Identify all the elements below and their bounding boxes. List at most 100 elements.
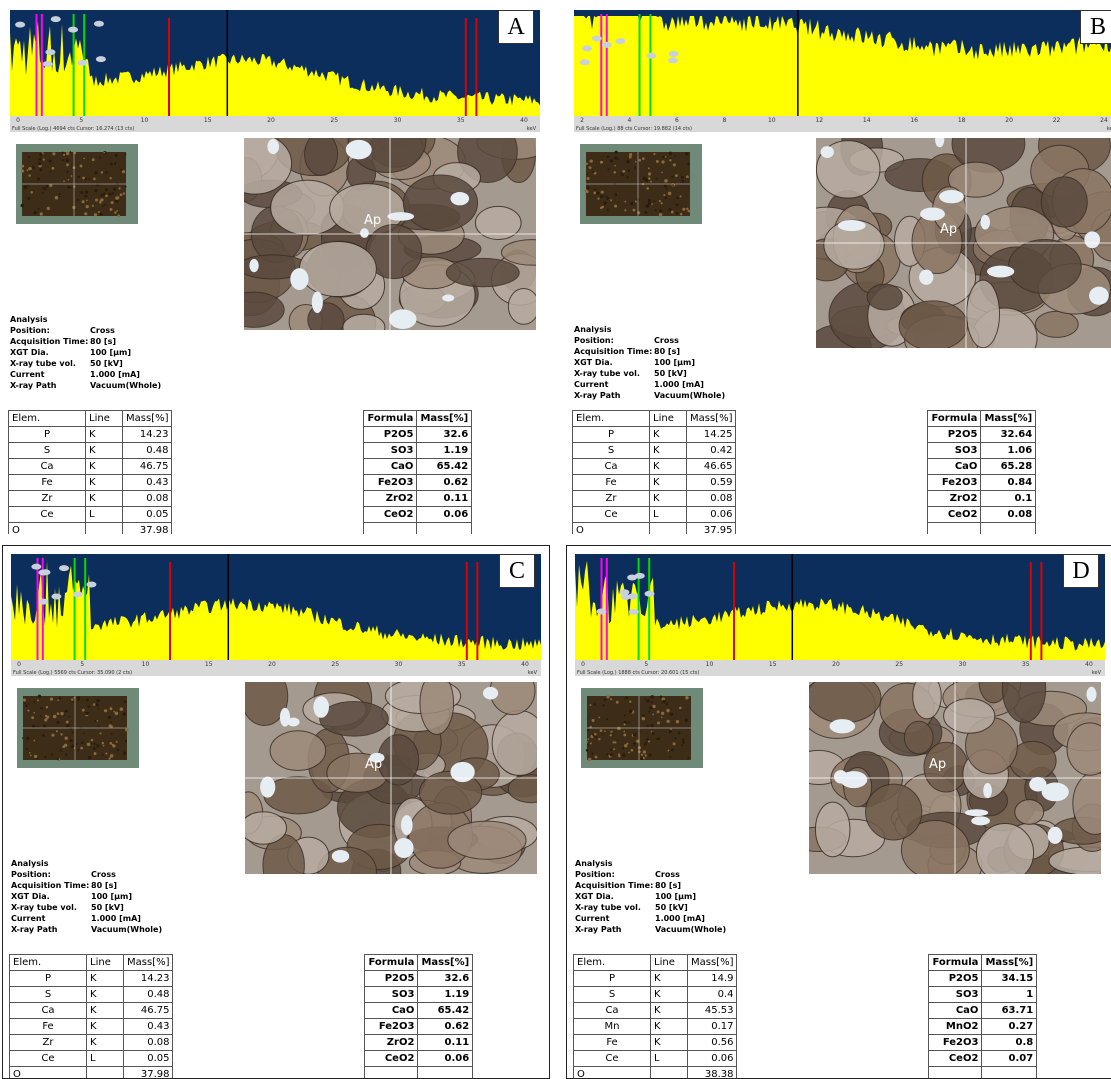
sample-grain	[630, 202, 633, 205]
sample-grain	[614, 165, 616, 167]
line: K	[650, 491, 687, 507]
sample-grain	[103, 745, 105, 747]
sample-grain	[68, 179, 70, 181]
sample-grain	[648, 740, 650, 742]
sample-grain	[98, 708, 100, 710]
param-key: Current	[11, 913, 91, 924]
sample-grain	[617, 727, 620, 730]
header-cell: Line	[87, 955, 124, 971]
sample-grain	[661, 172, 663, 174]
sample-grain	[651, 695, 654, 698]
sample-grain	[646, 738, 649, 741]
sample-grain	[125, 153, 127, 155]
element: P	[9, 427, 86, 443]
sample-grain	[110, 163, 113, 166]
oxide-mass: 0.62	[417, 475, 472, 491]
spacer	[173, 1019, 365, 1035]
cement	[346, 140, 372, 159]
element: S	[574, 987, 651, 1003]
param-value: Cross	[91, 870, 116, 879]
x-tick-label: 15	[204, 117, 212, 124]
line: L	[650, 507, 687, 523]
sample-grain	[66, 724, 69, 727]
header-cell: Mass[%]	[981, 411, 1036, 427]
sample-grain	[629, 156, 632, 159]
sample-grain	[82, 709, 85, 712]
param-value: 1.000 [mA]	[91, 914, 141, 923]
sample-grain	[601, 206, 604, 209]
sample-grain	[60, 712, 63, 715]
param-key: Current	[10, 369, 90, 380]
sample-grain	[670, 157, 672, 159]
spacer	[736, 523, 928, 535]
sample-grain	[80, 726, 83, 729]
formula: P2O5	[365, 971, 418, 987]
header-cell: Formula	[928, 411, 981, 427]
sample-grain	[662, 700, 666, 704]
empty-cell	[928, 523, 981, 535]
sample-grain	[125, 186, 127, 188]
sample-grain	[59, 193, 61, 195]
param-key: XGT Dia.	[575, 891, 655, 902]
sample-grain	[45, 185, 48, 188]
sample-grain	[680, 213, 683, 216]
sample-grain	[625, 696, 628, 699]
sample-grain	[676, 197, 679, 200]
peak-label	[669, 51, 679, 57]
sample-grain	[110, 707, 113, 710]
sample-grain	[108, 193, 111, 196]
sample-grain	[607, 168, 609, 170]
sample-grain	[674, 737, 676, 739]
peak-label	[94, 21, 104, 27]
sample-grain	[594, 188, 596, 190]
formula: CeO2	[364, 507, 417, 523]
sample-grain	[590, 742, 592, 744]
x-tick-label: 2	[580, 117, 584, 124]
line: K	[86, 491, 123, 507]
peak-label	[645, 591, 655, 597]
sample-grain	[114, 211, 117, 214]
sample-grain	[665, 197, 668, 200]
oxide-mass: 0.06	[417, 507, 472, 523]
x-tick-label: 35	[458, 661, 466, 668]
oxide-mass: 1	[982, 987, 1037, 1003]
sample-grain	[93, 178, 96, 181]
micrograph: Ap	[245, 682, 537, 874]
header-cell: Line	[86, 411, 123, 427]
sample-grain	[642, 717, 646, 721]
param-key: X-ray tube vol.	[11, 902, 91, 913]
sample-grain	[586, 749, 589, 752]
x-tick-label: 12	[815, 117, 823, 124]
axis-unit: keV	[528, 670, 538, 676]
sample-grain	[586, 741, 588, 743]
micrograph: Ap	[244, 138, 536, 330]
x-tick-label: 10	[142, 661, 150, 668]
sample-grain	[646, 724, 649, 727]
sample-grain	[587, 177, 590, 180]
sample-grain	[99, 201, 102, 204]
param-value: 80 [s]	[91, 881, 117, 890]
header-cell: Line	[651, 955, 688, 971]
sample-grain	[586, 190, 589, 193]
oxide-mass: 32.6	[418, 971, 473, 987]
sample-grain	[102, 754, 104, 756]
sample-grain	[42, 734, 45, 737]
sample-grain	[37, 699, 39, 701]
cement	[1089, 287, 1109, 305]
peak-label	[51, 593, 61, 599]
sample-grain	[125, 740, 127, 742]
cement	[1029, 777, 1046, 792]
line: K	[86, 427, 123, 443]
oxide-mass: 0.08	[981, 507, 1036, 523]
sample-grain	[601, 191, 604, 194]
sample-grain	[603, 733, 605, 735]
sample-grain	[645, 204, 649, 208]
param-value: 100 [µm]	[91, 892, 132, 901]
sample-grain	[606, 718, 608, 720]
empty-cell	[982, 1067, 1037, 1079]
sample-grain	[123, 712, 126, 715]
